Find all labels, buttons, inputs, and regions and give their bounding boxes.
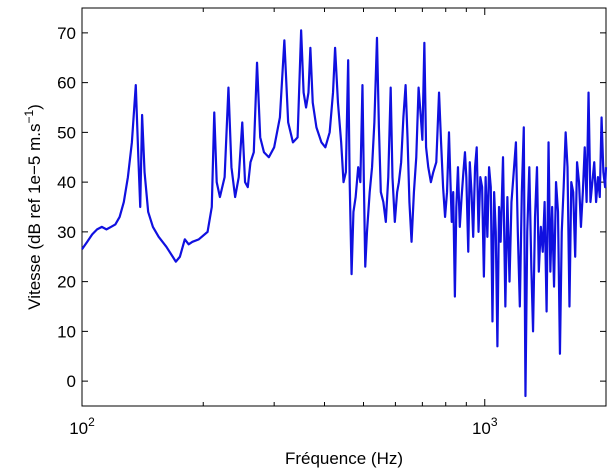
x-axis-label: Fréquence (Hz) — [285, 449, 403, 468]
y-axis-label-close: ) — [25, 104, 44, 110]
y-tick-label: 60 — [57, 74, 76, 93]
y-tick-label: 40 — [57, 173, 76, 192]
y-axis-label: Vitesse (dB ref 1e−5 m.s−1) — [22, 104, 44, 310]
y-axis-label-main: Vitesse (dB ref 1e−5 m.s — [25, 124, 44, 310]
y-tick-label: 30 — [57, 223, 76, 242]
y-tick-label: 20 — [57, 273, 76, 292]
plot-area — [81, 7, 607, 407]
y-tick-label: 0 — [67, 372, 76, 391]
tick-labels: 0 10 20 30 40 50 60 70 102 103 — [57, 24, 498, 438]
x-tick-label: 103 — [472, 415, 498, 438]
y-tick-label: 10 — [57, 322, 76, 341]
y-tick-label: 50 — [57, 123, 76, 142]
x-tick-label: 102 — [69, 415, 95, 438]
series-line — [81, 29, 608, 398]
y-axis-label-sup: −1 — [22, 110, 36, 124]
y-tick-label: 70 — [57, 24, 76, 43]
